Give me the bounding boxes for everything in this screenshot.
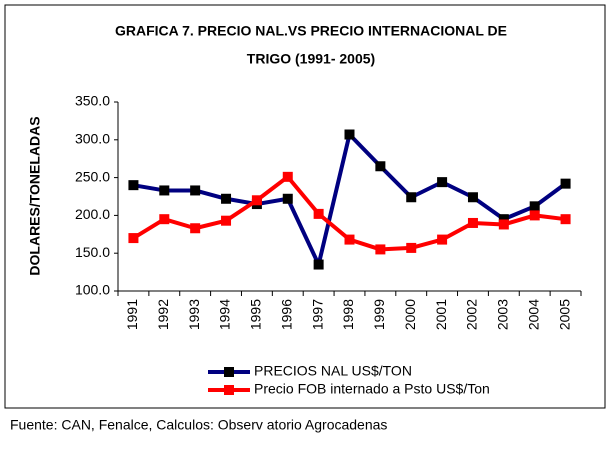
- point-marker: [467, 192, 478, 203]
- point-marker: [406, 192, 417, 203]
- point-marker: [375, 244, 386, 255]
- point-marker: [344, 129, 355, 140]
- chart-frame: [4, 4, 606, 409]
- point-marker: [128, 233, 139, 244]
- y-tick-label: 150.0: [75, 244, 110, 260]
- y-tick-label: 100.0: [75, 282, 110, 298]
- point-marker: [467, 217, 478, 228]
- x-tick-label: 1997: [309, 299, 325, 330]
- x-tick-label: 1995: [248, 299, 264, 330]
- point-marker: [498, 219, 509, 230]
- legend-swatch-marker: [224, 385, 234, 395]
- point-marker: [251, 195, 262, 206]
- x-tick-label: 1996: [278, 299, 294, 330]
- point-marker: [221, 193, 232, 204]
- legend-swatch-marker: [224, 367, 234, 377]
- x-tick-label: 2004: [525, 299, 541, 330]
- point-marker: [221, 215, 232, 226]
- point-marker: [529, 201, 540, 212]
- point-marker: [128, 180, 139, 191]
- point-marker: [159, 214, 170, 225]
- point-marker: [190, 185, 201, 196]
- point-marker: [159, 185, 170, 196]
- x-tick-label: 2000: [402, 299, 418, 330]
- x-tick-label: 1999: [371, 299, 387, 330]
- point-marker: [375, 161, 386, 172]
- x-tick-label: 1998: [340, 299, 356, 330]
- point-marker: [344, 234, 355, 245]
- point-marker: [190, 223, 201, 234]
- point-marker: [313, 259, 324, 270]
- point-marker: [560, 214, 571, 225]
- point-marker: [437, 234, 448, 245]
- chart-subtitle: TRIGO (1991- 2005): [247, 51, 375, 67]
- legend-label: PRECIOS NAL US$/TON: [254, 363, 412, 379]
- y-tick-label: 250.0: [75, 168, 110, 184]
- x-tick-label: 2003: [495, 299, 511, 330]
- x-tick-label: 1994: [217, 299, 233, 330]
- legend-label: Precio FOB internado a Psto US$/Ton: [254, 381, 490, 397]
- y-tick-label: 300.0: [75, 131, 110, 147]
- x-tick-label: 2005: [556, 299, 572, 330]
- point-marker: [498, 214, 509, 225]
- y-tick-label: 200.0: [75, 206, 110, 222]
- point-marker: [282, 193, 293, 204]
- x-tick-label: 1992: [155, 299, 171, 330]
- chart-title: GRAFICA 7. PRECIO NAL.VS PRECIO INTERNAC…: [115, 23, 507, 39]
- point-marker: [437, 177, 448, 188]
- point-marker: [282, 171, 293, 182]
- y-tick-label: 350.0: [75, 93, 110, 109]
- x-tick-label: 2001: [433, 299, 449, 330]
- point-marker: [406, 242, 417, 253]
- y-axis-label: DOLARES/TONELADAS: [27, 116, 43, 275]
- x-tick-label: 2002: [464, 299, 480, 330]
- x-tick-label: 1991: [124, 299, 140, 330]
- point-marker: [529, 210, 540, 221]
- x-tick-label: 1993: [186, 299, 202, 330]
- point-marker: [560, 178, 571, 189]
- source-note: Fuente: CAN, Fenalce, Calculos: Observ a…: [10, 417, 387, 433]
- point-marker: [313, 208, 324, 219]
